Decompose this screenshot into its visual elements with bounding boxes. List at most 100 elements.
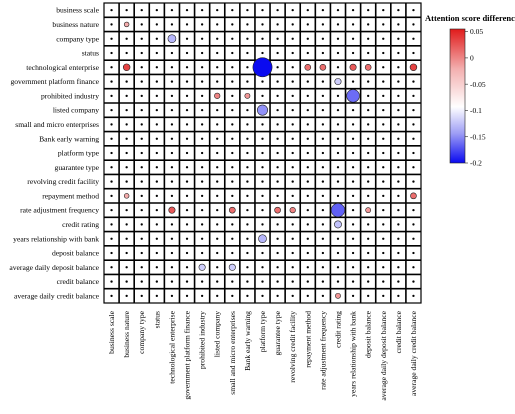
cell-mark bbox=[155, 251, 158, 255]
cell-mark bbox=[412, 8, 415, 12]
cell-mark bbox=[334, 78, 342, 86]
cell-mark bbox=[291, 108, 294, 112]
cell-mark bbox=[155, 123, 158, 126]
cell-mark bbox=[351, 194, 355, 198]
column-label: years relationship with bank bbox=[349, 311, 358, 397]
cell-mark bbox=[170, 280, 174, 283]
cell-mark bbox=[276, 166, 279, 169]
cell-mark bbox=[246, 251, 249, 255]
cell-mark bbox=[382, 37, 385, 40]
cell-mark bbox=[367, 108, 370, 112]
cell-mark bbox=[397, 151, 400, 155]
cell-mark bbox=[382, 237, 385, 240]
cell-mark bbox=[321, 166, 325, 169]
cell-mark bbox=[367, 223, 370, 226]
cell-mark bbox=[276, 251, 279, 255]
cell-mark bbox=[351, 137, 355, 140]
cell-mark bbox=[336, 51, 340, 55]
cell-mark bbox=[276, 137, 279, 140]
cell-mark bbox=[168, 206, 176, 214]
cell-mark bbox=[140, 80, 143, 83]
cell-mark bbox=[291, 137, 294, 140]
cell-mark bbox=[170, 123, 174, 126]
cell-mark bbox=[246, 137, 249, 140]
row-label: guarantee type bbox=[55, 163, 100, 172]
cell-mark bbox=[291, 280, 294, 283]
cell-mark bbox=[351, 251, 355, 255]
cell-mark bbox=[261, 151, 264, 155]
cell-mark bbox=[155, 80, 158, 83]
cell-mark bbox=[382, 51, 385, 55]
cell-mark bbox=[214, 92, 221, 99]
cell-mark bbox=[276, 37, 279, 40]
cell-mark bbox=[231, 251, 234, 255]
cell-mark bbox=[170, 66, 174, 69]
cell-mark bbox=[110, 223, 113, 226]
cell-mark bbox=[276, 151, 279, 155]
cell-mark bbox=[291, 180, 294, 183]
cell-mark bbox=[231, 280, 234, 283]
cell-mark bbox=[409, 63, 418, 71]
cell-mark bbox=[170, 80, 174, 83]
cell-mark bbox=[335, 292, 341, 299]
cell-mark bbox=[276, 51, 279, 55]
row-label: business scale bbox=[56, 6, 99, 15]
cell-mark bbox=[200, 66, 204, 69]
cell-mark bbox=[289, 207, 296, 214]
cell-mark bbox=[246, 37, 249, 40]
cell-mark bbox=[155, 137, 158, 140]
cell-mark bbox=[382, 208, 385, 212]
cell-mark bbox=[351, 294, 355, 298]
cell-mark bbox=[110, 266, 113, 269]
cell-mark bbox=[336, 37, 340, 40]
cell-mark bbox=[276, 180, 279, 183]
cell-mark bbox=[382, 108, 385, 112]
cell-mark bbox=[276, 237, 279, 240]
cell-mark bbox=[200, 223, 204, 226]
cell-mark bbox=[412, 266, 415, 269]
cell-mark bbox=[216, 194, 219, 198]
heatmap-marks bbox=[110, 8, 418, 299]
cell-mark bbox=[185, 294, 189, 298]
cell-mark bbox=[216, 80, 219, 83]
cell-mark bbox=[231, 80, 234, 83]
column-label: Bank early warning bbox=[243, 311, 252, 371]
cell-mark bbox=[246, 208, 249, 212]
cell-mark bbox=[185, 266, 189, 269]
cell-mark bbox=[321, 23, 325, 26]
cell-mark bbox=[110, 280, 113, 283]
cell-mark bbox=[185, 66, 189, 69]
cell-mark bbox=[351, 80, 355, 83]
cell-mark bbox=[306, 166, 309, 169]
cell-mark bbox=[261, 266, 264, 269]
cell-mark bbox=[231, 137, 234, 140]
cell-mark bbox=[185, 280, 189, 283]
cell-mark bbox=[200, 8, 204, 12]
cell-mark bbox=[336, 194, 340, 198]
cell-mark bbox=[351, 123, 355, 126]
cell-mark bbox=[125, 237, 128, 240]
cell-mark bbox=[397, 137, 400, 140]
cell-mark bbox=[412, 108, 415, 112]
cell-mark bbox=[382, 194, 385, 198]
cell-mark bbox=[216, 8, 219, 12]
cell-mark bbox=[321, 251, 325, 255]
cell-mark bbox=[412, 166, 415, 169]
cell-mark bbox=[412, 137, 415, 140]
cell-mark bbox=[306, 194, 309, 198]
cell-mark bbox=[261, 51, 264, 55]
cell-mark bbox=[351, 166, 355, 169]
cell-mark bbox=[246, 51, 249, 55]
cell-mark bbox=[123, 21, 130, 28]
cell-mark bbox=[321, 280, 325, 283]
cell-mark bbox=[216, 108, 219, 112]
cell-mark bbox=[155, 208, 158, 212]
cell-mark bbox=[306, 180, 309, 183]
cell-mark bbox=[291, 8, 294, 12]
cell-mark bbox=[412, 151, 415, 155]
cell-mark bbox=[246, 8, 249, 12]
cell-mark bbox=[110, 208, 113, 212]
row-label: deposit balance bbox=[52, 249, 100, 258]
cell-mark bbox=[125, 223, 128, 226]
cell-mark bbox=[261, 166, 264, 169]
